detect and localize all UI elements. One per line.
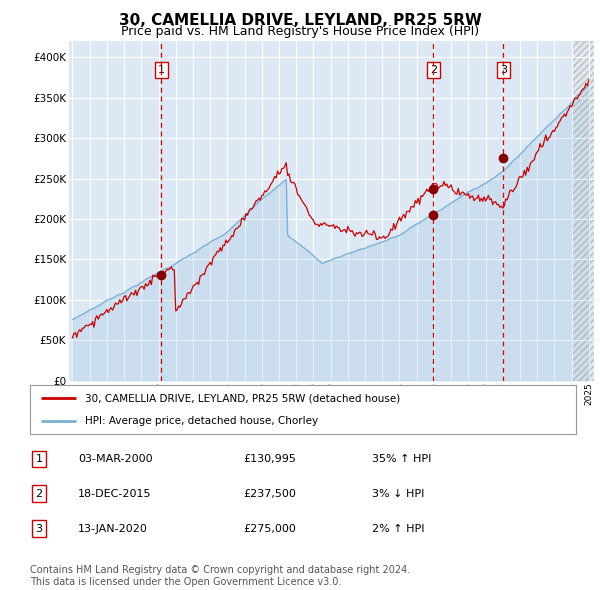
Text: 13-JAN-2020: 13-JAN-2020 (78, 524, 148, 533)
Text: 3% ↓ HPI: 3% ↓ HPI (372, 489, 424, 499)
Text: £130,995: £130,995 (243, 454, 296, 464)
Text: 2% ↑ HPI: 2% ↑ HPI (372, 524, 425, 533)
Text: 03-MAR-2000: 03-MAR-2000 (78, 454, 152, 464)
Text: 18-DEC-2015: 18-DEC-2015 (78, 489, 151, 499)
Text: 30, CAMELLIA DRIVE, LEYLAND, PR25 5RW (detached house): 30, CAMELLIA DRIVE, LEYLAND, PR25 5RW (d… (85, 394, 400, 404)
Text: 2: 2 (430, 65, 437, 75)
Text: £275,000: £275,000 (243, 524, 296, 533)
Text: 1: 1 (35, 454, 43, 464)
Text: HPI: Average price, detached house, Chorley: HPI: Average price, detached house, Chor… (85, 415, 318, 425)
Text: 1: 1 (158, 65, 165, 75)
Text: Contains HM Land Registry data © Crown copyright and database right 2024.
This d: Contains HM Land Registry data © Crown c… (30, 565, 410, 587)
Text: Price paid vs. HM Land Registry's House Price Index (HPI): Price paid vs. HM Land Registry's House … (121, 25, 479, 38)
Text: 3: 3 (35, 524, 43, 533)
Text: 35% ↑ HPI: 35% ↑ HPI (372, 454, 431, 464)
Text: 3: 3 (500, 65, 507, 75)
Polygon shape (572, 41, 594, 381)
Text: 2: 2 (35, 489, 43, 499)
Text: £237,500: £237,500 (243, 489, 296, 499)
Text: 30, CAMELLIA DRIVE, LEYLAND, PR25 5RW: 30, CAMELLIA DRIVE, LEYLAND, PR25 5RW (119, 13, 481, 28)
